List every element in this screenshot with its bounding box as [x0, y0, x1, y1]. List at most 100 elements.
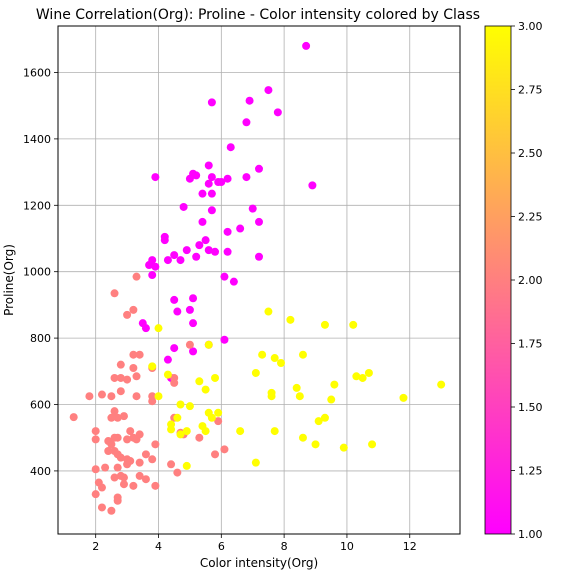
colorbar: [484, 25, 512, 535]
data-point-class-1: [204, 161, 213, 170]
x-axis-label: Color intensity(Org): [200, 556, 318, 570]
data-point-class-3: [173, 413, 182, 422]
data-point-class-2: [116, 387, 125, 396]
data-point-class-1: [255, 164, 263, 173]
data-point-class-2: [220, 445, 229, 454]
data-point-class-2: [151, 440, 160, 449]
data-point-class-3: [295, 392, 304, 401]
y-tick-label: 1400: [23, 133, 51, 146]
data-point-class-2: [214, 417, 223, 426]
data-point-class-2: [110, 373, 119, 382]
data-point-class-3: [176, 430, 185, 439]
data-point-class-3: [330, 380, 339, 389]
data-point-class-2: [69, 413, 78, 422]
data-point-class-1: [141, 324, 150, 333]
data-point-class-1: [192, 252, 201, 261]
colorbar-tick-label: 1.00: [518, 528, 543, 541]
data-point-class-1: [204, 179, 213, 188]
data-point-class-2: [116, 453, 125, 462]
data-point-class-3: [270, 427, 279, 436]
data-point-class-1: [255, 217, 263, 226]
data-point-class-3: [311, 440, 320, 449]
data-point-class-2: [135, 471, 144, 480]
data-point-class-2: [119, 480, 128, 489]
data-point-class-3: [352, 372, 361, 381]
data-point-class-2: [113, 463, 122, 472]
colorbar-tick-label: 2.75: [518, 84, 543, 97]
data-point-class-2: [107, 392, 116, 401]
data-point-class-2: [91, 427, 100, 436]
data-point-class-1: [302, 41, 311, 50]
data-point-class-1: [207, 189, 216, 198]
colorbar-tick-label: 1.25: [518, 465, 543, 478]
y-tick-label: 600: [30, 399, 51, 412]
data-point-class-3: [176, 400, 185, 409]
data-point-class-2: [167, 460, 176, 469]
y-tick-label: 1600: [23, 66, 51, 79]
data-point-class-1: [207, 206, 216, 215]
colorbar-tick-label: 2.25: [518, 211, 543, 224]
data-point-class-3: [364, 368, 373, 377]
data-point-class-1: [226, 143, 235, 152]
data-point-class-3: [358, 373, 367, 382]
chart-title: Wine Correlation(Org): Proline - Color i…: [36, 7, 480, 23]
data-point-class-1: [189, 294, 198, 303]
data-point-class-1: [192, 171, 201, 180]
data-point-class-2: [129, 481, 138, 490]
data-point-class-1: [189, 347, 198, 356]
data-point-class-2: [173, 468, 182, 477]
x-tick-label: 4: [155, 540, 162, 553]
data-point-class-2: [116, 373, 125, 382]
data-point-class-1: [151, 262, 160, 271]
data-point-class-2: [123, 460, 132, 469]
data-point-class-1: [204, 246, 213, 255]
data-point-class-3: [339, 443, 348, 452]
data-point-class-1: [148, 271, 157, 280]
y-tick-label: 1200: [23, 199, 51, 212]
colorbar-tick-label: 3.00: [518, 20, 543, 33]
data-point-class-3: [182, 461, 191, 470]
data-point-class-1: [198, 189, 207, 198]
data-point-class-1: [220, 335, 229, 344]
data-point-class-3: [236, 427, 245, 436]
data-point-class-2: [195, 433, 204, 442]
data-point-class-1: [195, 241, 204, 250]
data-point-class-2: [132, 372, 141, 381]
x-tick-label: 8: [281, 540, 288, 553]
y-axis-ticks: 400 600 800 1000 1200 1400 1600: [23, 66, 58, 478]
data-point-class-2: [132, 392, 141, 401]
data-point-class-3: [270, 354, 279, 363]
data-points: [69, 41, 446, 515]
data-point-class-1: [163, 355, 172, 364]
data-point-class-2: [101, 463, 110, 472]
data-point-class-3: [286, 315, 295, 324]
data-point-class-2: [132, 435, 141, 444]
gridlines: [58, 26, 460, 534]
data-point-class-1: [264, 86, 273, 95]
data-point-class-2: [129, 363, 138, 372]
data-point-class-3: [201, 427, 210, 436]
data-point-class-2: [123, 310, 132, 319]
data-point-class-2: [185, 340, 194, 349]
data-point-class-2: [91, 490, 100, 499]
colorbar-ticks: 1.00 1.25 1.50 1.75 2.00 2.25 2.50 2.75 3.00: [511, 20, 543, 541]
data-point-class-3: [276, 359, 285, 368]
data-point-class-3: [185, 402, 194, 411]
data-point-class-1: [255, 252, 263, 261]
data-point-class-3: [201, 385, 210, 394]
data-point-class-3: [314, 417, 323, 426]
x-tick-label: 10: [340, 540, 354, 553]
data-point-class-1: [245, 96, 254, 105]
data-point-class-1: [273, 108, 282, 117]
data-point-class-3: [154, 392, 163, 401]
data-point-class-3: [148, 362, 157, 371]
data-point-class-1: [160, 236, 169, 245]
data-point-class-3: [163, 370, 172, 379]
data-point-class-3: [320, 413, 329, 422]
data-point-class-3: [154, 324, 163, 333]
data-point-class-3: [211, 373, 220, 382]
x-axis-ticks: 2 4 6 8 10 12: [92, 534, 417, 553]
data-point-class-3: [349, 320, 358, 329]
data-point-class-3: [267, 392, 276, 401]
